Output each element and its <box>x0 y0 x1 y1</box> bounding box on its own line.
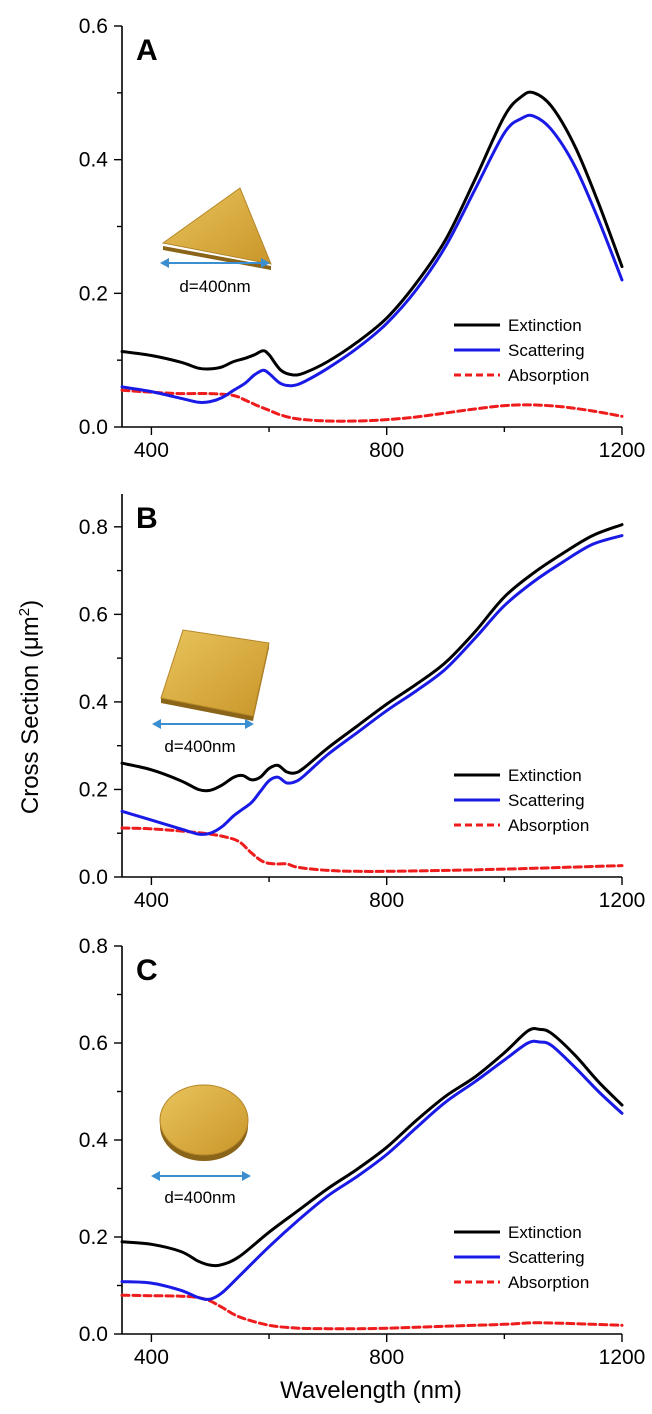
square-top <box>160 629 270 717</box>
x-tick-label: 1200 <box>599 1346 646 1369</box>
arrow-head-left <box>151 1171 160 1181</box>
inset-triangle: d=400nm <box>160 187 272 296</box>
inset-dimension-label: d=400nm <box>164 1188 235 1207</box>
arrow-head-right <box>245 719 254 729</box>
series-absorption <box>120 388 624 423</box>
y-tick-label: 0.0 <box>79 1323 108 1346</box>
y-axis-title: Cross Section (μm2) <box>16 600 44 814</box>
arrow-head-right <box>242 1171 251 1181</box>
x-tick-label: 1200 <box>599 889 646 912</box>
arrow-head-left <box>160 258 169 268</box>
legend-label-scattering: Scattering <box>508 341 585 360</box>
panel-c: 400 800 1200 0.0 0.2 0.4 0.6 0.8 C Extinction Scat… <box>79 935 646 1369</box>
legend-label-extinction: Extinction <box>508 316 582 335</box>
y-tick-label: 0.0 <box>79 416 108 439</box>
x-tick-label: 800 <box>369 1346 404 1369</box>
panel-letter: A <box>136 34 158 67</box>
y-axis-title-main: Cross Section ( <box>17 650 44 814</box>
x-tick-label: 800 <box>369 439 404 462</box>
panel-letter: C <box>136 954 158 987</box>
y-axis-title-sup: 2 <box>16 608 33 616</box>
legend-label-absorption: Absorption <box>508 1273 589 1292</box>
y-axis-title-close: ) <box>17 600 44 608</box>
panel-a: 400 800 1200 0.0 0.2 0.4 0.6 A Extinction Scatter… <box>79 15 646 462</box>
square-edge-front <box>161 698 253 721</box>
x-tick-label: 400 <box>134 889 169 912</box>
panel-b: 400 800 1200 0.0 0.2 0.4 0.6 0.8 B Extinction Scat… <box>79 494 646 912</box>
series-scattering <box>120 534 624 836</box>
legend-label-absorption: Absorption <box>508 816 589 835</box>
series-extinction <box>120 523 624 793</box>
legend: Extinction Scattering Absorption <box>454 316 589 385</box>
y-tick-label: 0.0 <box>79 866 108 889</box>
y-tick-label: 0.2 <box>79 282 108 305</box>
legend-label-extinction: Extinction <box>508 1223 582 1242</box>
series-scattering <box>120 1039 624 1301</box>
inset-disk: d=400nm <box>151 1084 251 1207</box>
disk-top <box>159 1084 249 1156</box>
legend-label-extinction: Extinction <box>508 766 582 785</box>
inset-square: d=400nm <box>152 629 270 756</box>
legend-label-scattering: Scattering <box>508 791 585 810</box>
y-tick-label: 0.2 <box>79 1226 108 1249</box>
y-tick-label: 0.4 <box>79 691 109 714</box>
x-tick-label: 1200 <box>599 439 646 462</box>
inset-dimension-label: d=400nm <box>164 737 235 756</box>
y-tick-label: 0.4 <box>79 149 109 172</box>
y-tick-label: 0.6 <box>79 1032 108 1055</box>
inset-dimension-label: d=400nm <box>179 277 250 296</box>
y-tick-label: 0.6 <box>79 603 108 626</box>
series-extinction <box>120 1027 624 1268</box>
arrow-head-right <box>261 258 270 268</box>
series-extinction <box>120 90 624 377</box>
legend-label-absorption: Absorption <box>508 366 589 385</box>
series-absorption <box>120 1293 624 1331</box>
panel-letter: B <box>136 502 158 535</box>
legend: Extinction Scattering Absorption <box>454 1223 589 1292</box>
y-tick-label: 0.8 <box>79 516 108 539</box>
legend-label-scattering: Scattering <box>508 1248 585 1267</box>
x-tick-label: 400 <box>134 1346 169 1369</box>
x-axis-title: Wavelength (nm) <box>280 1377 462 1404</box>
y-axis-title-unit: μm <box>17 616 44 650</box>
series-absorption <box>120 826 624 873</box>
arrow-head-left <box>152 719 161 729</box>
x-tick-label: 800 <box>369 889 404 912</box>
y-tick-label: 0.6 <box>79 15 108 38</box>
y-tick-label: 0.4 <box>79 1129 109 1152</box>
x-tick-label: 400 <box>134 439 169 462</box>
series-scattering <box>120 113 624 405</box>
y-tick-label: 0.2 <box>79 778 108 801</box>
y-tick-label: 0.8 <box>79 935 108 958</box>
triangle-top <box>161 187 272 265</box>
legend: Extinction Scattering Absorption <box>454 766 589 835</box>
